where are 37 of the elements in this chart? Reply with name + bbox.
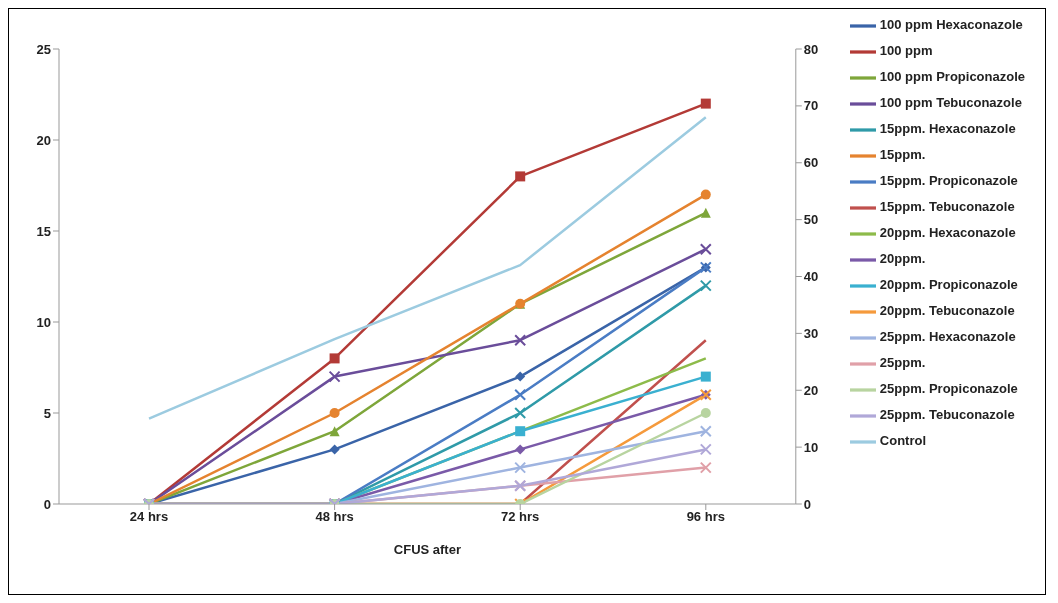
y2-tick-label: 50 bbox=[803, 212, 819, 228]
legend-label: 20ppm. Tebuconazole bbox=[879, 303, 1015, 319]
legend-label: Control bbox=[879, 433, 927, 449]
y2-tick-label: 40 bbox=[803, 269, 819, 285]
x-tick-label: 72 hrs bbox=[501, 509, 540, 525]
y2-tick-label: 30 bbox=[803, 325, 819, 341]
y-tick-label: 10 bbox=[36, 314, 51, 330]
legend-label: 25ppm. Tebuconazole bbox=[879, 407, 1015, 423]
legend-label: 15ppm. Hexaconazole bbox=[879, 121, 1016, 137]
legend-label: 25ppm. bbox=[879, 355, 926, 371]
legend-label: 25ppm. Propiconazole bbox=[879, 381, 1018, 397]
legend-label: 20ppm. Propiconazole bbox=[879, 277, 1018, 293]
legend-label: 100 ppm Tebuconazole bbox=[879, 95, 1022, 111]
y-tick-label: 20 bbox=[36, 132, 51, 148]
y2-tick-label: 80 bbox=[803, 41, 819, 57]
legend-label: 100 ppm Hexaconazole bbox=[879, 17, 1023, 33]
legend-label: 15ppm. Propiconazole bbox=[879, 173, 1018, 189]
y-tick-label: 15 bbox=[36, 223, 51, 239]
y2-tick-label: 0 bbox=[803, 496, 812, 512]
y-tick-label: 5 bbox=[43, 405, 51, 421]
legend-label: 100 ppm bbox=[879, 43, 933, 59]
y2-tick-label: 10 bbox=[803, 439, 819, 455]
legend-label: 20ppm. Hexaconazole bbox=[879, 225, 1016, 241]
y-tick-label: 0 bbox=[43, 496, 51, 512]
x-tick-label: 96 hrs bbox=[686, 509, 725, 525]
legend-label: 15ppm. bbox=[879, 147, 926, 163]
y-tick-label: 25 bbox=[36, 41, 51, 57]
y2-tick-label: 70 bbox=[803, 98, 819, 114]
legend-label: 100 ppm Propiconazole bbox=[879, 69, 1025, 85]
x-tick-label: 24 hrs bbox=[129, 509, 169, 525]
legend-label: 20ppm. bbox=[879, 251, 926, 267]
x-tick-label: 48 hrs bbox=[315, 509, 354, 525]
x-axis-title: CFUS after bbox=[393, 542, 461, 557]
y2-tick-label: 60 bbox=[803, 155, 819, 171]
legend-label: 25ppm. Hexaconazole bbox=[879, 329, 1016, 345]
legend-label: 15ppm. Tebuconazole bbox=[879, 199, 1015, 215]
y2-tick-label: 20 bbox=[803, 382, 819, 398]
